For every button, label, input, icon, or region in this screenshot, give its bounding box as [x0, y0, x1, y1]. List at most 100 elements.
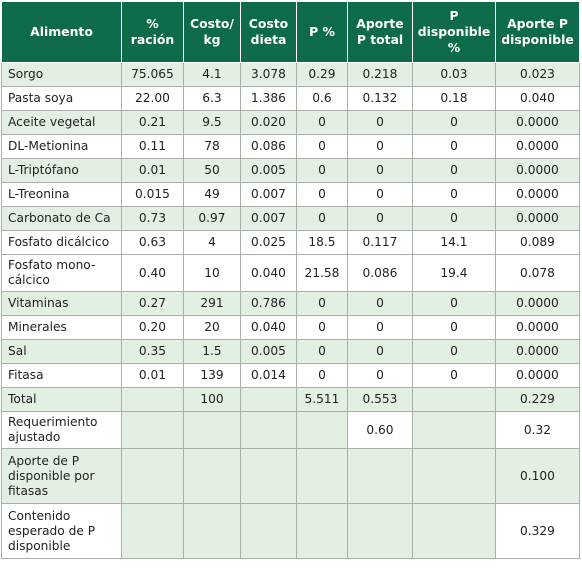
value-cell: 0.27	[121, 291, 184, 316]
row-label-cell: DL-Metionina	[1, 134, 122, 159]
value-cell: 21.58	[296, 254, 348, 292]
value-cell: 0	[296, 134, 348, 159]
table-row: Requerimiento ajustado 0.60 0.32	[1, 411, 580, 449]
value-cell: 0.0000	[495, 134, 580, 159]
value-cell: 5.511	[296, 387, 348, 412]
value-cell: 0	[347, 110, 413, 135]
value-cell: 0.329	[495, 503, 580, 559]
value-cell: 0	[347, 206, 413, 231]
table-row: Sorgo 75.065 4.1 3.078 0.29 0.218 0.03 0.023	[1, 62, 580, 87]
row-label-cell: Fosfato mono-cálcico	[1, 254, 122, 292]
value-cell: 0	[347, 182, 413, 207]
row-label-cell: Pasta soya	[1, 86, 122, 111]
header-aporte-p-total: Aporte P total	[347, 1, 413, 63]
value-cell: 0.29	[296, 62, 348, 87]
value-cell	[121, 387, 184, 412]
value-cell	[347, 448, 413, 504]
row-label-cell: Aporte de P disponible por fitasas	[1, 448, 122, 504]
header-costo-dieta: Costo dieta	[240, 1, 297, 63]
value-cell: 0.229	[495, 387, 580, 412]
value-cell: 1.386	[240, 86, 297, 111]
value-cell: 0	[412, 110, 496, 135]
value-cell: 0	[296, 206, 348, 231]
value-cell: 3.078	[240, 62, 297, 87]
table-row: Contenido esperado de P disponible 0.329	[1, 503, 580, 559]
header-aporte-p-disponible: Aporte P disponible	[495, 1, 580, 63]
value-cell: 0.97	[183, 206, 241, 231]
value-cell: 0.553	[347, 387, 413, 412]
value-cell: 0.21	[121, 110, 184, 135]
value-cell: 0.020	[240, 110, 297, 135]
value-cell: 0	[412, 134, 496, 159]
header-row: Alimento % ración Costo/ kg Costo dieta …	[1, 1, 580, 63]
table-row: Aporte de P disponible por fitasas 0.100	[1, 448, 580, 504]
row-label-cell: Aceite vegetal	[1, 110, 122, 135]
value-cell: 0	[412, 158, 496, 183]
header-costo-kg: Costo/ kg	[183, 1, 241, 63]
value-cell: 0	[412, 363, 496, 388]
value-cell	[240, 411, 297, 449]
value-cell	[121, 503, 184, 559]
value-cell: 19.4	[412, 254, 496, 292]
value-cell: 291	[183, 291, 241, 316]
value-cell: 0	[347, 134, 413, 159]
value-cell: 0.040	[495, 86, 580, 111]
value-cell: 50	[183, 158, 241, 183]
table-row: Vitaminas 0.27 291 0.786 0 0 0 0.0000	[1, 291, 580, 316]
row-label-cell: Fitasa	[1, 363, 122, 388]
value-cell	[183, 503, 241, 559]
value-cell: 0	[347, 363, 413, 388]
value-cell	[183, 411, 241, 449]
value-cell: 0.007	[240, 206, 297, 231]
phosphorus-diet-table: Alimento % ración Costo/ kg Costo dieta …	[1, 1, 580, 559]
value-cell: 0	[347, 291, 413, 316]
value-cell: 0.0000	[495, 110, 580, 135]
value-cell: 0.023	[495, 62, 580, 87]
value-cell: 0.0000	[495, 182, 580, 207]
value-cell: 0.089	[495, 230, 580, 255]
value-cell	[412, 411, 496, 449]
value-cell: 14.1	[412, 230, 496, 255]
value-cell: 0	[296, 339, 348, 364]
value-cell: 0.0000	[495, 206, 580, 231]
value-cell: 0	[296, 182, 348, 207]
value-cell: 0.01	[121, 363, 184, 388]
value-cell	[296, 411, 348, 449]
value-cell	[296, 448, 348, 504]
value-cell	[121, 411, 184, 449]
value-cell	[412, 503, 496, 559]
value-cell: 18.5	[296, 230, 348, 255]
row-label-cell: Fosfato dicálcico	[1, 230, 122, 255]
value-cell	[240, 387, 297, 412]
value-cell: 0.0000	[495, 363, 580, 388]
value-cell: 0.086	[240, 134, 297, 159]
value-cell: 0	[347, 339, 413, 364]
value-cell	[240, 448, 297, 504]
table-row: Sal 0.35 1.5 0.005 0 0 0 0.0000	[1, 339, 580, 364]
value-cell: 0.040	[240, 254, 297, 292]
value-cell: 0.117	[347, 230, 413, 255]
value-cell: 0.0000	[495, 158, 580, 183]
value-cell: 0.005	[240, 158, 297, 183]
table-row: Total 100 5.511 0.553 0.229	[1, 387, 580, 412]
row-label-cell: Minerales	[1, 315, 122, 340]
value-cell: 0.078	[495, 254, 580, 292]
value-cell: 0	[412, 315, 496, 340]
value-cell: 139	[183, 363, 241, 388]
value-cell: 0	[347, 315, 413, 340]
table-row: DL-Metionina 0.11 78 0.086 0 0 0 0.0000	[1, 134, 580, 159]
value-cell	[412, 448, 496, 504]
value-cell	[412, 387, 496, 412]
value-cell: 0.040	[240, 315, 297, 340]
row-label-cell: L-Treonina	[1, 182, 122, 207]
value-cell: 0	[347, 158, 413, 183]
table-row: Fosfato mono-cálcico 0.40 10 0.040 21.58 0.08…	[1, 254, 580, 292]
value-cell: 0.007	[240, 182, 297, 207]
value-cell	[296, 503, 348, 559]
value-cell: 4.1	[183, 62, 241, 87]
table-row: Aceite vegetal 0.21 9.5 0.020 0 0 0 0.0000	[1, 110, 580, 135]
value-cell: 0.73	[121, 206, 184, 231]
table-body: Sorgo 75.065 4.1 3.078 0.29 0.218 0.03 0.023 Pas…	[1, 62, 580, 559]
row-label-cell: Contenido esperado de P disponible	[1, 503, 122, 559]
value-cell: 0.132	[347, 86, 413, 111]
